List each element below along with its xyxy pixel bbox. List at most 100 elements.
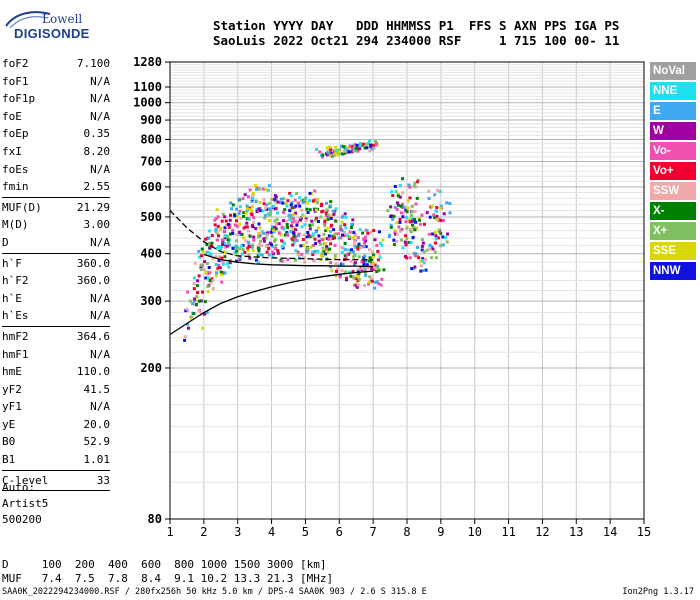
x-tick-label: 6	[336, 525, 343, 539]
y-tick-label: 800	[140, 132, 162, 146]
echo-pixel	[353, 283, 356, 287]
echo-pixel	[321, 209, 325, 213]
echo-pixel	[237, 197, 241, 201]
echo-pixel	[348, 235, 352, 239]
echo-pixel	[404, 216, 408, 219]
echo-pixel	[260, 253, 264, 257]
echo-pixel	[245, 221, 249, 225]
echo-pixel	[234, 253, 238, 257]
echo-pixel	[325, 227, 329, 231]
echo-pixel	[259, 232, 263, 235]
echo-pixel	[342, 233, 346, 237]
echo-pixel	[306, 211, 310, 214]
echo-point	[430, 201, 449, 260]
echo-pixel	[326, 217, 330, 221]
param-row-fmin: fmin 2.55	[2, 178, 110, 196]
echo-pixel	[193, 299, 197, 303]
param-row-yf2: yF2 41.5	[2, 381, 110, 399]
echo-pixel	[358, 147, 362, 151]
param-row-fof1p: foF1p N/A	[2, 90, 110, 108]
echo-pixel	[343, 232, 347, 236]
echo-pixel	[329, 147, 333, 151]
echo-pixel	[323, 242, 327, 246]
echo-pixel	[367, 139, 371, 143]
param-value: 52.9	[83, 435, 111, 449]
echo-pixel	[356, 275, 360, 278]
echo-pixel	[355, 281, 359, 285]
param-label: yE	[2, 417, 16, 431]
param-row-hmf1: hmF1 N/A	[2, 346, 110, 364]
echo-pixel	[377, 282, 381, 286]
echo-pixel	[331, 149, 335, 152]
echo-pixel	[311, 232, 315, 236]
echo-pixel	[408, 196, 412, 200]
echo-pixel	[273, 239, 276, 243]
echo-pixel	[238, 209, 242, 213]
echo-pixel	[366, 231, 370, 235]
echo-pixel	[235, 214, 239, 218]
echo-pixel	[246, 246, 250, 250]
echo-pixel	[264, 206, 268, 210]
echo-pixel	[324, 211, 328, 215]
echo-pixel	[362, 237, 366, 241]
echo-pixel	[285, 204, 289, 208]
legend-item-voplus: Vo+	[650, 162, 696, 180]
echo-pixel	[293, 198, 297, 202]
echo-pixel	[405, 236, 409, 240]
echo-pixel	[210, 277, 214, 281]
echo-pixel	[315, 216, 318, 220]
echo-pixel	[226, 238, 230, 242]
echo-point	[413, 211, 429, 262]
echo-point	[410, 220, 428, 273]
echo-pixel	[374, 143, 378, 147]
echo-pixel	[343, 248, 347, 252]
echo-pixel	[358, 228, 362, 232]
echo-pixel	[208, 271, 212, 275]
param-label: yF1	[2, 400, 22, 414]
echo-pixel	[329, 204, 333, 208]
echo-pixel	[340, 269, 344, 272]
echo-pixel	[235, 239, 239, 243]
echo-pixel	[334, 149, 338, 153]
param-row-mufd: MUF(D) 21.29	[2, 199, 110, 217]
echo-pixel	[337, 150, 341, 154]
echo-pixel	[400, 227, 404, 231]
echo-pixel	[336, 153, 340, 157]
echo-pixel	[307, 233, 311, 237]
echo-pixel	[358, 144, 362, 147]
echo-pixel	[201, 250, 205, 254]
param-value: N/A	[90, 235, 110, 249]
echo-pixel	[272, 204, 276, 208]
echo-pixel	[391, 194, 395, 197]
echo-pixel	[199, 299, 203, 303]
echo-pixel	[259, 209, 263, 213]
echo-pixel	[326, 150, 330, 154]
echo-pixel	[370, 146, 374, 150]
echo-pixel	[289, 214, 293, 218]
echo-pixel	[405, 210, 409, 214]
echo-pixel	[316, 226, 320, 230]
echo-pixel	[313, 218, 317, 222]
echo-pixel	[397, 225, 401, 229]
echo-pixel	[428, 247, 432, 251]
param-row-fxi: fxI 8.20	[2, 143, 110, 161]
echo-pixel	[333, 243, 337, 247]
echo-pixel	[300, 252, 304, 256]
echo-pixel	[367, 282, 371, 286]
echo-pixel	[424, 268, 428, 272]
echo-pixel	[424, 258, 428, 262]
echo-pixel	[409, 230, 413, 234]
echo-pixel	[275, 218, 279, 221]
echo-pixel	[442, 218, 445, 222]
echo-pixel	[215, 246, 219, 250]
echo-pixel	[399, 211, 403, 215]
param-row-hf2: h`F2 360.0	[2, 272, 110, 290]
echo-pixel	[217, 255, 221, 259]
echo-pixel	[282, 219, 285, 223]
y-tick-label: 80	[148, 512, 162, 526]
echo-pixel	[404, 234, 408, 238]
x-tick-label: 5	[302, 525, 309, 539]
echo-pixel	[270, 197, 274, 201]
echo-pixel	[301, 200, 305, 204]
